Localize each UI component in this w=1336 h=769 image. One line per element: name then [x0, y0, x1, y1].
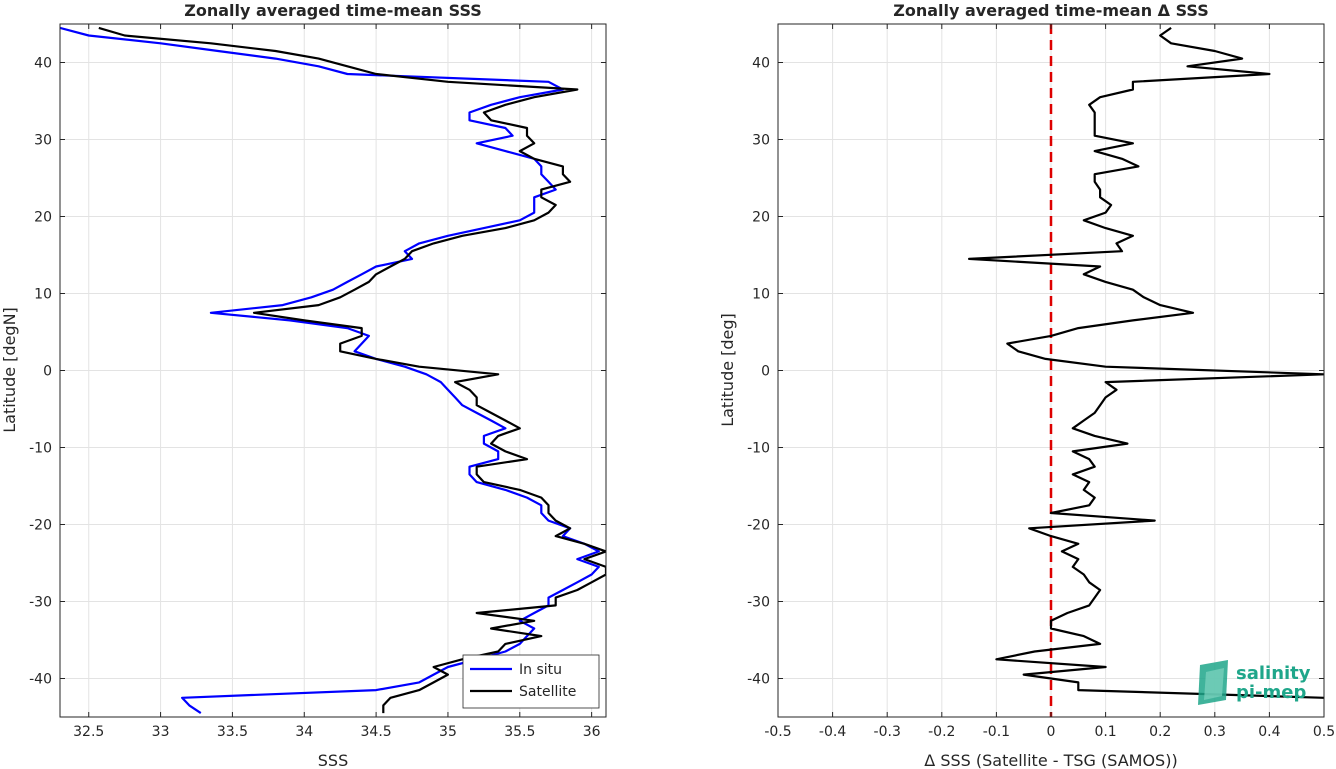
logo-wave-mark-2	[1204, 668, 1224, 700]
left-series-line-in-situ	[60, 26, 600, 715]
right-x-tick-label: -0.4	[819, 724, 846, 740]
right-y-tick-label: -40	[747, 672, 770, 688]
left-series	[60, 26, 606, 715]
right-y-axis-label: Latitude [deg]	[718, 313, 737, 427]
left-series-line-satellite	[98, 26, 606, 714]
right-x-tick-label: -0.3	[874, 724, 901, 740]
left-ticks: 32.5 33 33.5 34 34.5 35 35.5 36 -40 -30 -20 -10 0 10 2…	[29, 24, 606, 740]
legend-label-in-situ: In situ	[519, 662, 562, 678]
left-x-tick-label: 36	[583, 724, 601, 740]
legend-box	[462, 654, 600, 709]
right-plot: salinity pi-mep -0.5 -0.4 -0.3 -0.2 -0.1 0 0.1…	[718, 1, 1335, 769]
left-chart-title: Zonally averaged time-mean SSS	[184, 1, 482, 20]
left-y-tick-label: 30	[34, 133, 52, 149]
right-x-axis-label: Δ SSS (Satellite - TSG (SAMOS))	[924, 751, 1177, 769]
left-x-axis-label: SSS	[318, 751, 348, 769]
left-x-tick-label: 35.5	[504, 724, 535, 740]
right-x-tick-label: -0.1	[983, 724, 1010, 740]
left-x-tick-label: 34.5	[361, 724, 392, 740]
left-y-axis-label: Latitude [degN]	[0, 307, 19, 433]
right-y-tick-label: 20	[752, 210, 770, 226]
right-x-tick-label: 0	[1047, 724, 1056, 740]
right-x-tick-label: -0.2	[928, 724, 955, 740]
right-y-tick-label: -10	[747, 441, 770, 457]
left-x-tick-label: 35	[439, 724, 457, 740]
right-x-tick-label: 0.5	[1313, 724, 1335, 740]
legend: In situ Satellite	[462, 654, 600, 709]
right-y-tick-label: 10	[752, 287, 770, 303]
salinity-logo: salinity pi-mep	[1198, 660, 1311, 705]
left-y-tick-label: 0	[43, 364, 52, 380]
right-x-tick-label: 0.3	[1204, 724, 1226, 740]
logo-line-1: salinity	[1236, 663, 1311, 684]
left-y-tick-label: 40	[34, 56, 52, 72]
left-y-tick-label: -10	[29, 441, 52, 457]
left-y-tick-label: -40	[29, 672, 52, 688]
right-series-line-delta-sss	[968, 26, 1324, 699]
logo-line-2: pi-mep	[1236, 682, 1306, 703]
right-x-tick-label: 0.4	[1258, 724, 1280, 740]
right-ticks: -0.5 -0.4 -0.3 -0.2 -0.1 0 0.1 0.2 0.3 0.4 0.5 -40 -…	[747, 24, 1335, 740]
left-grid	[60, 24, 606, 717]
right-x-tick-label: -0.5	[764, 724, 791, 740]
right-y-tick-label: 30	[752, 133, 770, 149]
right-y-tick-label: -20	[747, 518, 770, 534]
legend-label-satellite: Satellite	[519, 684, 576, 700]
left-x-tick-label: 33	[152, 724, 170, 740]
left-y-tick-label: -20	[29, 518, 52, 534]
left-y-tick-label: -30	[29, 595, 52, 611]
right-y-tick-label: -30	[747, 595, 770, 611]
right-x-tick-label: 0.2	[1149, 724, 1171, 740]
left-x-tick-label: 32.5	[73, 724, 104, 740]
right-y-tick-label: 0	[761, 364, 770, 380]
left-plot: 32.5 33 33.5 34 34.5 35 35.5 36 -40 -30 -20 -10 0 10 2…	[0, 1, 607, 769]
left-y-tick-label: 10	[34, 287, 52, 303]
left-y-tick-label: 20	[34, 210, 52, 226]
left-x-tick-label: 34	[295, 724, 313, 740]
right-x-tick-label: 0.1	[1094, 724, 1116, 740]
right-series	[968, 24, 1324, 717]
left-x-tick-label: 33.5	[217, 724, 248, 740]
right-y-tick-label: 40	[752, 56, 770, 72]
right-chart-title: Zonally averaged time-mean Δ SSS	[893, 1, 1209, 20]
